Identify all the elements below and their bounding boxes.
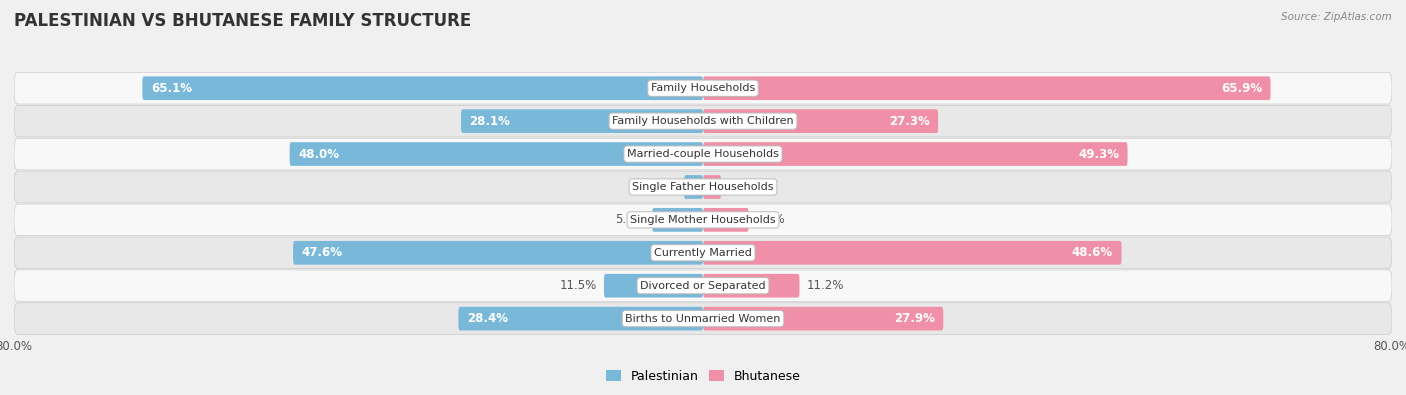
FancyBboxPatch shape xyxy=(652,208,703,232)
Text: Source: ZipAtlas.com: Source: ZipAtlas.com xyxy=(1281,12,1392,22)
Text: Divorced or Separated: Divorced or Separated xyxy=(640,281,766,291)
Text: 65.9%: 65.9% xyxy=(1220,82,1263,95)
FancyBboxPatch shape xyxy=(14,105,1392,137)
Text: PALESTINIAN VS BHUTANESE FAMILY STRUCTURE: PALESTINIAN VS BHUTANESE FAMILY STRUCTUR… xyxy=(14,12,471,30)
FancyBboxPatch shape xyxy=(703,175,721,199)
Text: 47.6%: 47.6% xyxy=(302,246,343,259)
Text: 49.3%: 49.3% xyxy=(1078,148,1119,160)
Text: Births to Unmarried Women: Births to Unmarried Women xyxy=(626,314,780,324)
FancyBboxPatch shape xyxy=(703,307,943,331)
Text: 48.6%: 48.6% xyxy=(1071,246,1114,259)
FancyBboxPatch shape xyxy=(703,208,748,232)
FancyBboxPatch shape xyxy=(14,204,1392,236)
Text: 5.3%: 5.3% xyxy=(755,213,785,226)
FancyBboxPatch shape xyxy=(14,138,1392,170)
Text: Family Households with Children: Family Households with Children xyxy=(612,116,794,126)
Text: Single Mother Households: Single Mother Households xyxy=(630,215,776,225)
FancyBboxPatch shape xyxy=(458,307,703,331)
Text: 11.5%: 11.5% xyxy=(560,279,598,292)
Text: Currently Married: Currently Married xyxy=(654,248,752,258)
FancyBboxPatch shape xyxy=(142,76,703,100)
Text: 2.2%: 2.2% xyxy=(647,181,678,194)
FancyBboxPatch shape xyxy=(14,270,1392,301)
Text: 27.3%: 27.3% xyxy=(889,115,929,128)
Text: Single Father Households: Single Father Households xyxy=(633,182,773,192)
Legend: Palestinian, Bhutanese: Palestinian, Bhutanese xyxy=(600,365,806,388)
Text: 28.1%: 28.1% xyxy=(470,115,510,128)
FancyBboxPatch shape xyxy=(605,274,703,297)
FancyBboxPatch shape xyxy=(461,109,703,133)
FancyBboxPatch shape xyxy=(703,274,800,297)
FancyBboxPatch shape xyxy=(703,142,1128,166)
FancyBboxPatch shape xyxy=(685,175,703,199)
Text: 11.2%: 11.2% xyxy=(807,279,844,292)
Text: Married-couple Households: Married-couple Households xyxy=(627,149,779,159)
FancyBboxPatch shape xyxy=(703,109,938,133)
Text: 5.9%: 5.9% xyxy=(616,213,645,226)
FancyBboxPatch shape xyxy=(14,237,1392,269)
FancyBboxPatch shape xyxy=(14,303,1392,335)
FancyBboxPatch shape xyxy=(292,241,703,265)
FancyBboxPatch shape xyxy=(14,72,1392,104)
Text: Family Households: Family Households xyxy=(651,83,755,93)
FancyBboxPatch shape xyxy=(703,76,1271,100)
FancyBboxPatch shape xyxy=(14,171,1392,203)
FancyBboxPatch shape xyxy=(703,241,1122,265)
Text: 27.9%: 27.9% xyxy=(894,312,935,325)
Text: 2.1%: 2.1% xyxy=(728,181,758,194)
Text: 65.1%: 65.1% xyxy=(150,82,193,95)
Text: 28.4%: 28.4% xyxy=(467,312,508,325)
Text: 48.0%: 48.0% xyxy=(298,148,339,160)
FancyBboxPatch shape xyxy=(290,142,703,166)
